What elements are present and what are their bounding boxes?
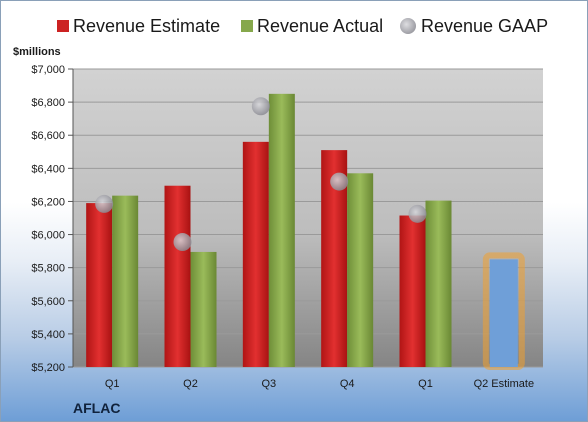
bar-revenue-actual — [425, 200, 452, 367]
legend-label-revenue-actual: Revenue Actual — [257, 16, 383, 36]
y-tick-label: $7,000 — [31, 64, 65, 76]
y-tick-label: $6,200 — [31, 196, 65, 208]
bar-revenue-estimate — [399, 215, 426, 367]
y-tick-label: $6,800 — [31, 97, 65, 109]
point-revenue-gaap — [251, 97, 270, 116]
y-tick-label: $6,400 — [31, 163, 65, 175]
y-tick-label: $6,600 — [31, 130, 65, 142]
point-revenue-gaap — [173, 233, 192, 252]
x-tick-label: Q2 Estimate — [474, 378, 535, 390]
x-tick-label: Q1 — [105, 378, 120, 390]
company-label: AFLAC — [73, 400, 120, 416]
x-tick-label: Q1 — [418, 378, 433, 390]
legend-swatch-revenue-estimate — [57, 20, 69, 32]
y-tick-label: $5,600 — [31, 296, 65, 308]
x-tick-label: Q2 — [183, 378, 198, 390]
legend: Revenue Estimate Revenue Actual Revenue … — [57, 16, 548, 36]
bar-revenue-actual — [268, 93, 295, 367]
y-tick-label: $6,000 — [31, 230, 65, 242]
point-revenue-gaap — [330, 172, 349, 191]
point-revenue-gaap — [95, 194, 114, 213]
bars — [86, 93, 525, 370]
x-tick-label: Q4 — [340, 378, 355, 390]
legend-swatch-revenue-gaap — [400, 18, 416, 34]
bar-revenue-actual — [190, 251, 217, 367]
legend-label-revenue-gaap: Revenue GAAP — [421, 16, 548, 36]
y-tick-label: $5,200 — [31, 362, 65, 374]
point-revenue-gaap — [408, 204, 427, 223]
y-tick-label: $5,400 — [31, 329, 65, 341]
grid — [73, 68, 543, 368]
bar-revenue-actual — [112, 195, 139, 367]
legend-label-revenue-estimate: Revenue Estimate — [73, 16, 220, 36]
bar-revenue-estimate — [242, 141, 269, 367]
legend-swatch-revenue-actual — [241, 20, 253, 32]
bar-revenue-actual — [347, 173, 374, 367]
x-axis: Q1 Q2 Q3 Q4 Q1 Q2 Estimate — [105, 378, 534, 390]
y-axis: $5,200 $5,400 $5,600 $5,800 $6,000 $6,200 $6,4… — [31, 64, 74, 374]
unit-label: $millions — [13, 46, 61, 58]
bar-q2-estimate — [489, 259, 518, 367]
plot-area — [73, 69, 543, 367]
bar-revenue-estimate — [86, 203, 113, 367]
bar-revenue-estimate — [164, 185, 191, 367]
gaap-points — [95, 97, 427, 252]
x-tick-label: Q3 — [261, 378, 276, 390]
y-tick-label: $5,800 — [31, 263, 65, 275]
